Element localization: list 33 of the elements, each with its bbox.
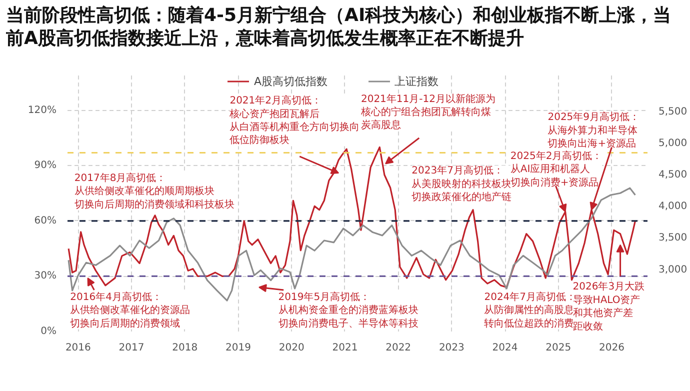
annotation: 2025年2月高切低：从AI应用和机器人切换向消费+资源品 [510, 150, 602, 188]
x-tick-label: 2016 [65, 342, 91, 354]
y2-tick-label: 4,500 [658, 170, 688, 181]
y-tick-label: 0% [40, 326, 57, 337]
x-tick-label: 2022 [386, 342, 412, 354]
x-tick-label: 2019 [226, 342, 251, 354]
y2-tick-label: 3,000 [658, 264, 688, 276]
chart-title: 当前阶段性高切低：随着4-5月新宁组合（AI科技为核心）和创业板指不断上涨，当前A股高切低指数接近上沿，意味着高切低发生概率正在不断提升 [6, 4, 672, 50]
annotation: 2021年2月高切低：核心资产抱团瓦解后从白酒等机构重仓方向切换向低位防御板块 [228, 94, 360, 146]
y2-tick-label: 5,500 [658, 106, 688, 118]
x-tick-label: 2023 [438, 342, 464, 354]
y-tick-label: 120% [28, 104, 57, 116]
annotation: 2019年5月高切低：从机构资金重仓的消费蓝筹板块切换向消费电子、半导体等科技 [278, 290, 418, 330]
legend-label: A股高切低指数 [254, 74, 328, 88]
y-tick-label: 90% [34, 160, 57, 172]
x-tick-label: 2017 [118, 342, 144, 354]
annotation: 2025年9月高切低：从海外算力和半导体切换向出海+资源品 [548, 111, 640, 150]
x-tick-label: 2020 [278, 342, 304, 354]
annotation: 2017年8月高切低：从供给侧改革催化的顺周期板块切换向后周期的消费领域和科技板块 [74, 172, 234, 210]
x-tick-label: 2021 [332, 342, 358, 354]
y2-tick-label: 5,000 [658, 138, 688, 149]
y2-tick-label: 4,000 [658, 201, 688, 212]
y2-tick-label: 3,500 [658, 232, 688, 244]
x-tick-label: 2026 [599, 342, 624, 354]
x-tick-label: 2024 [492, 342, 518, 354]
x-tick-label: 2018 [172, 342, 198, 354]
annotation: 2016年4月高切低：从供给侧改革催化的资源品切换向后周期的消费领域 [70, 290, 190, 330]
legend-label: 上证指数 [394, 74, 439, 88]
annotation: 2021年11月-12月以新能源为核心的宁组合抱团瓦解转向煤炭高股息 [360, 92, 496, 132]
x-tick-label: 2025 [546, 342, 572, 354]
y-tick-label: 30% [34, 270, 57, 282]
y-tick-label: 60% [34, 215, 57, 226]
annotation: 2023年7月高切低：从美股映射的科技板块切换政策催化的地产链 [412, 164, 512, 204]
